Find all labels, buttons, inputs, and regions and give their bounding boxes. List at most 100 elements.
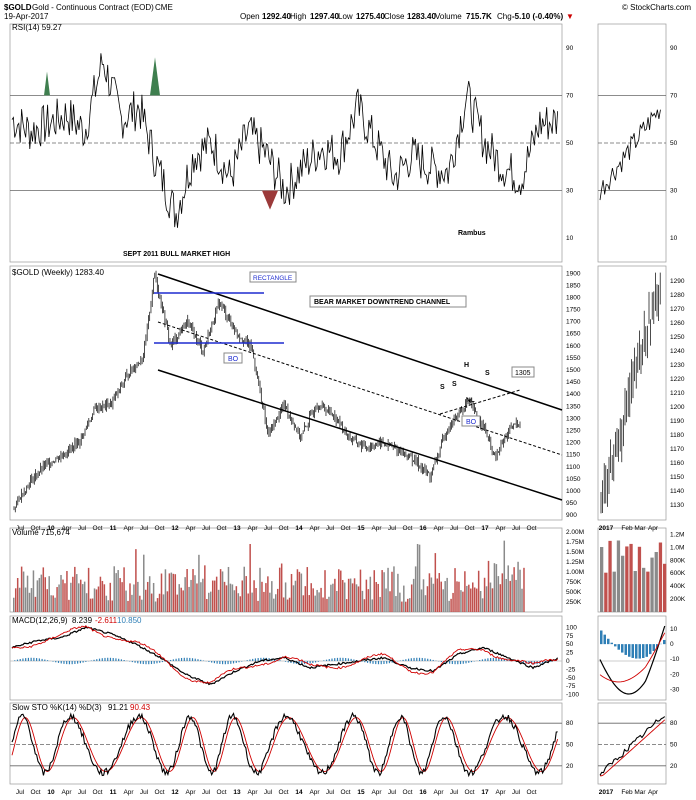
x-tick-label: Apr: [185, 525, 196, 532]
volume-bar: [22, 571, 25, 612]
price-level-label-right: 1270: [670, 306, 685, 313]
volume-bar-right: [625, 546, 629, 612]
volume-bar: [231, 584, 234, 612]
volume-bar: [373, 570, 376, 612]
open-value: 1292.40: [262, 12, 291, 21]
volume-bar: [318, 592, 320, 612]
price-level-label-right: 1180: [670, 432, 684, 439]
volume-bar-right: [654, 551, 658, 612]
volume-bar: [363, 599, 366, 612]
x-tick-label: Oct: [30, 525, 40, 532]
volume-bar: [204, 565, 206, 612]
macd-histogram-bar-right: [635, 644, 638, 659]
volume-bar: [178, 584, 180, 612]
volume-bar: [42, 567, 45, 612]
volume-bar: [501, 573, 504, 612]
sto-level-label-right: 20: [670, 763, 678, 770]
rsi-level-label: 30: [566, 188, 574, 195]
x-tick-label-right: Apr: [648, 525, 659, 532]
sto-level-label: 80: [566, 720, 574, 727]
volume-bar: [58, 584, 60, 612]
price-panel: $GOLD (Weekly) 1283.40 RECTANGLE BEAR MA…: [12, 268, 661, 514]
x-tick-label: Jul: [16, 525, 25, 532]
volume-bar: [464, 571, 466, 612]
volume-bar: [294, 580, 297, 612]
volume-bar: [89, 598, 92, 612]
volume-bar: [495, 564, 498, 612]
volume-bar: [166, 591, 169, 612]
x-tick-label: Apr: [433, 789, 444, 796]
price-level-label: 1300: [566, 415, 581, 422]
volume-bar: [30, 588, 33, 612]
macd-level-label: -75: [566, 683, 576, 690]
x-tick-label: 13: [233, 789, 241, 796]
rsi-label: RSI(14) 59.27: [12, 23, 62, 32]
volume-bar: [481, 598, 484, 612]
macd-histogram-bar-right: [642, 644, 645, 659]
volume-bar: [357, 586, 360, 612]
rsi-extreme-fill: [262, 190, 278, 210]
volume-level-label-right: 600K: [670, 570, 686, 577]
rectangle-callout-box: [249, 271, 297, 283]
volume-bar-right: [629, 543, 633, 612]
macd-histogram-bar-right: [652, 644, 655, 652]
volume-bar: [375, 582, 377, 612]
volume-bar: [105, 595, 108, 612]
volume-bar: [62, 579, 64, 612]
macd-histogram-bar-right: [628, 644, 631, 657]
open-label: Open: [240, 12, 260, 21]
volume-bar: [444, 581, 446, 612]
volume-bar: [217, 589, 220, 612]
volume-bar: [312, 588, 314, 612]
x-tick-label: Jul: [16, 789, 25, 796]
volume-value: 715.7K: [466, 12, 492, 21]
volume-bar: [410, 584, 413, 612]
price-level-label: 1850: [566, 282, 581, 289]
price-level-label-right: 1130: [670, 502, 684, 509]
macd-level-label: 0: [566, 658, 570, 665]
volume-bar: [509, 580, 511, 612]
high-value: 1297.40: [310, 12, 339, 21]
x-tick-label: Oct: [340, 789, 350, 796]
volume-bar: [351, 583, 354, 612]
volume-bar: [180, 587, 182, 612]
x-tick-label: 16: [419, 789, 427, 796]
volume-bar: [237, 593, 240, 612]
volume-bar: [66, 571, 68, 612]
volume-bars: [13, 540, 525, 612]
x-tick-label-right: Feb: [621, 525, 633, 532]
volume-bar: [379, 596, 381, 612]
volume-bar: [16, 577, 19, 612]
price-level-label: 1000: [566, 488, 581, 495]
price-level-label: 1600: [566, 343, 581, 350]
shoulder-label-3: S: [485, 370, 490, 377]
volume-bar: [450, 598, 452, 612]
volume-bar: [519, 569, 521, 612]
volume-bar: [200, 582, 202, 612]
neckline: [439, 389, 521, 415]
volume-bar: [257, 600, 259, 612]
volume-bar: [56, 587, 58, 612]
x-tick-label-right: Feb: [621, 789, 633, 796]
volume-bar: [160, 573, 163, 612]
macd-histogram-bar-right: [617, 644, 620, 650]
volume-bar: [493, 563, 496, 612]
x-tick-label: Apr: [309, 789, 320, 796]
axes-layer: Jul Oct 10 Apr Jul Oct 11 Apr Jul Oct 12 Apr Jul Oct 1…: [10, 45, 686, 796]
volume-level-label-right: 400K: [670, 583, 686, 590]
volume-bar: [253, 580, 255, 612]
volume-level-label: 1.25M: [566, 559, 584, 566]
bo2-callout: BO: [466, 419, 477, 426]
volume-bar: [397, 573, 399, 612]
volume-bar: [288, 597, 291, 612]
copyright-label: © StockCharts.com: [622, 3, 691, 12]
volume-bar: [292, 585, 295, 612]
volume-bar: [103, 584, 106, 612]
x-tick-label-right: Apr: [648, 789, 659, 796]
volume-bar: [83, 581, 86, 612]
volume-bar: [74, 566, 76, 612]
volume-level-label-right: 1.2M: [670, 531, 684, 538]
volume-bar: [121, 582, 123, 612]
rsi-line-right: [599, 109, 661, 201]
x-tick-label: Jul: [450, 789, 459, 796]
